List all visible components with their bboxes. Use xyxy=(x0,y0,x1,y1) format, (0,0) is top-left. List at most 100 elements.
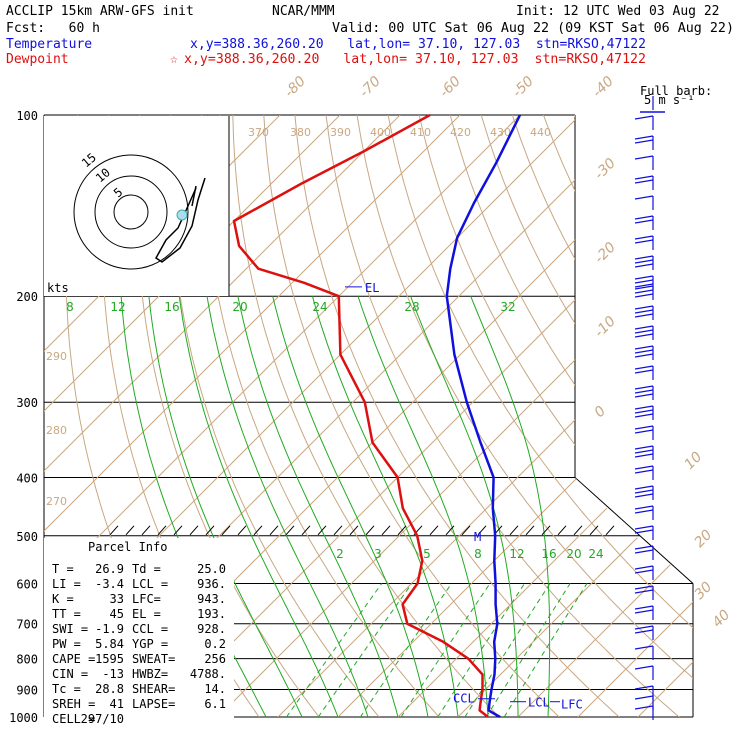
mixing-ratio-label: 8 xyxy=(474,547,482,561)
dewpoint-legend-label: Dewpoint xyxy=(6,52,69,67)
pressure-tick-label: 700 xyxy=(16,618,38,632)
parcel-info-panel: Parcel Info T = 26.9 Td = 25.0 LI = -3.4 LCL =… xyxy=(44,538,234,728)
isotherm-label: 30 xyxy=(692,579,716,603)
isotherm-label: -30 xyxy=(592,155,620,183)
theta-label: 420 xyxy=(450,126,471,139)
header-valid: Valid: 00 UTC Sat 06 Aug 22 (09 KST Sat … xyxy=(332,21,734,36)
profiles: EL CCL LCL LFC xyxy=(232,113,583,719)
parcel-info-label: K = xyxy=(52,592,74,606)
parcel-info-value: 28.8 xyxy=(95,682,124,696)
parcel-info-label: T = xyxy=(52,562,74,576)
hodo-ring-5 xyxy=(113,194,149,230)
dewpoint-profile xyxy=(232,113,489,718)
theta-label: 290 xyxy=(46,350,67,363)
parcel-info-label: SHEAR= xyxy=(132,682,175,696)
mixing-ratio-label: 24 xyxy=(588,547,603,561)
parcel-info-value: -3.4 xyxy=(95,577,124,591)
mixing-ratio-label: 20 xyxy=(566,547,581,561)
isotherm-label: 10 xyxy=(682,449,706,473)
parcel-info-value: 5.84 xyxy=(95,637,124,651)
isotherm-label: 20 xyxy=(692,527,716,551)
pressure-tick-label: 500 xyxy=(16,530,38,544)
barb-key-title: Full barb: xyxy=(640,84,712,98)
mixing-ratio-label: 2 xyxy=(336,547,344,561)
m-marker-label: M xyxy=(474,530,481,544)
pressure-tick-label: 600 xyxy=(16,577,38,591)
dewpoint-legend-info: x,y=388.36,260.20 lat,lon= 37.10, 127.03… xyxy=(184,52,646,67)
parcel-info-value: 928. xyxy=(197,622,226,636)
parcel-info-value: 33 xyxy=(110,592,124,606)
header-org: NCAR/MMM xyxy=(272,4,335,19)
pressure-tick-label: 200 xyxy=(16,290,38,304)
parcel-info-value: 0.2 xyxy=(204,637,226,651)
mixing-ratio-label: 5 xyxy=(423,547,431,561)
isotherm-label: -40 xyxy=(590,73,618,101)
header-init: Init: 12 UTC Wed 03 Aug 22 xyxy=(516,4,720,19)
temperature-profile xyxy=(445,114,522,719)
temperature-legend-info: x,y=388.36,260.20 lat,lon= 37.10, 127.03… xyxy=(190,37,646,52)
thetae-label: 16 xyxy=(164,300,179,314)
parcel-info-label: LI = xyxy=(52,577,81,591)
isotherm-label: -80 xyxy=(282,73,310,101)
lfc-marker-label: LFC xyxy=(561,698,583,712)
parcel-info-title: Parcel Info xyxy=(88,540,167,554)
hodo-ring-15 xyxy=(73,154,189,270)
parcel-info-value: -13 xyxy=(102,667,124,681)
parcel-info-value: 6.1 xyxy=(204,697,226,711)
theta-label: 370 xyxy=(248,126,269,139)
parcel-info-value: 193. xyxy=(197,607,226,621)
lcl-marker-label: LCL xyxy=(528,696,550,710)
parcel-info-label: PW = xyxy=(52,637,81,651)
thetae-label: 24 xyxy=(312,300,327,314)
parcel-info-value: 936. xyxy=(197,577,226,591)
ccl-marker-label: CCL xyxy=(453,692,475,706)
parcel-info-value: 45 xyxy=(110,607,124,621)
mixing-ratio-lines: 2 3 5 8 12 16 20 24 M xyxy=(109,525,615,717)
parcel-info-value: -1.9 xyxy=(95,622,124,636)
parcel-info-label: LFC= xyxy=(132,592,161,606)
parcel-info-label: CCL = xyxy=(132,622,168,636)
isotherm-label: -20 xyxy=(592,239,620,267)
barb-key-units: 5 m s⁻¹ xyxy=(644,93,695,107)
hodograph: 5 10 15 kts xyxy=(44,116,230,296)
parcel-info-value: 943. xyxy=(197,592,226,606)
parcel-info-value: 14. xyxy=(204,682,226,696)
dewpoint-star-icon: ☆ xyxy=(170,52,178,67)
theta-label: 440 xyxy=(530,126,551,139)
parcel-info-value: 4788. xyxy=(190,667,226,681)
parcel-info-label: Tc = xyxy=(52,682,81,696)
isotherm-label: -50 xyxy=(510,73,538,101)
wind-barbs xyxy=(634,96,654,720)
header-forecast: Fcst: 60 h xyxy=(6,21,100,36)
el-marker-label: EL xyxy=(365,281,379,295)
parcel-info-label: YGP = xyxy=(132,637,168,651)
isotherm-label: -60 xyxy=(437,73,465,101)
mixing-ratio-label: 16 xyxy=(541,547,556,561)
parcel-info-label: CIN = xyxy=(52,667,88,681)
parcel-info-label: TT = xyxy=(52,607,81,621)
pressure-tick-label: 400 xyxy=(16,471,38,485)
thetae-label: 32 xyxy=(500,300,515,314)
pressure-tick-label: 900 xyxy=(16,683,38,697)
parcel-info-label: SREH = xyxy=(52,697,95,711)
moist-adiabats: 8 12 16 20 24 28 32 xyxy=(66,296,551,717)
parcel-info-label: LAPSE= xyxy=(132,697,175,711)
parcel-info-label: SWEAT= xyxy=(132,652,175,666)
isotherm-label: -10 xyxy=(592,313,620,341)
thetae-label: 12 xyxy=(110,300,125,314)
parcel-info-label: EL = xyxy=(132,607,161,621)
mixing-ratio-label: 3 xyxy=(374,547,382,561)
thetae-label: 28 xyxy=(404,300,419,314)
theta-label: 390 xyxy=(330,126,351,139)
hodo-ring-10 xyxy=(94,175,168,249)
parcel-info-value: 256 xyxy=(204,652,226,666)
pressure-tick-label: 100 xyxy=(16,109,38,123)
parcel-info-value: 297/10 xyxy=(81,712,124,726)
parcel-info-label: LCL = xyxy=(132,577,168,591)
parcel-info-label: CELL = xyxy=(52,712,95,726)
mixing-ratio-label: 12 xyxy=(509,547,524,561)
parcel-info-value: 41 xyxy=(110,697,124,711)
header-title: ACCLIP 15km ARW-GFS init xyxy=(6,4,194,19)
isotherm-label: -70 xyxy=(357,73,385,101)
